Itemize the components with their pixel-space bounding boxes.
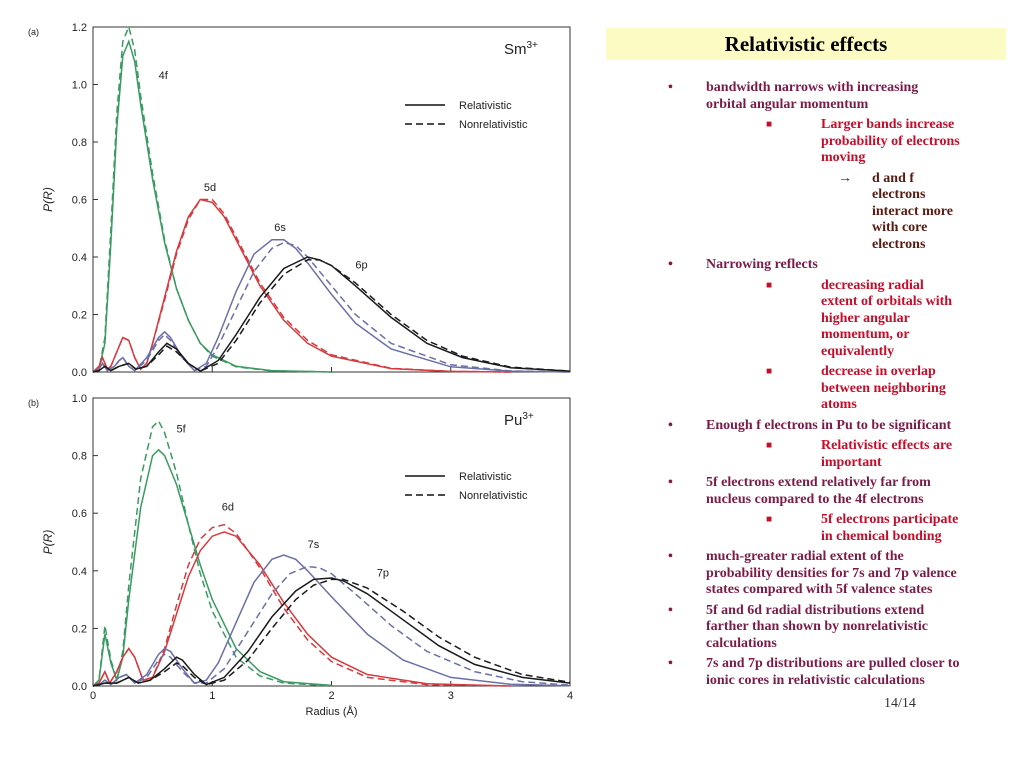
legend-label: Nonrelativistic [459, 119, 528, 131]
series-7p-nonrelativistic-line [92, 578, 571, 687]
square-bullet-icon: ■ [766, 366, 773, 377]
bullet: • 7s and 7p distributions are pulled clos… [660, 656, 960, 689]
y-axis-label: P(R) [41, 187, 55, 212]
sub-bullet-text: 5f electrons participate in chemical bon… [821, 512, 959, 544]
curve-label-6p: 6p [355, 260, 367, 272]
y-tick-label: 1.2 [72, 22, 87, 34]
y-tick-label: 0.0 [72, 681, 87, 693]
series-5f-relativistic-line [92, 448, 332, 687]
arrow-bullet-icon: → [838, 170, 852, 186]
bullet: • Narrowing reflects ■ decreasing radial e… [660, 257, 960, 414]
bullet-text: Enough f electrons in Pu to be significa… [706, 417, 952, 433]
curve-label-6s: 6s [274, 222, 286, 234]
bullet-text: 7s and 7p distributions are pulled close… [706, 656, 960, 688]
y-tick-label: 0.4 [72, 252, 87, 264]
y-axis-label: P(R) [41, 530, 55, 555]
square-bullet-icon: ■ [766, 440, 773, 451]
x-tick-label: 0 [90, 690, 96, 702]
curve-label-7s: 7s [308, 539, 320, 551]
ion-label: Sm3+ [504, 40, 538, 58]
sub-bullet: ■ decrease in overlap between neighboring… [706, 364, 960, 414]
y-tick-label: 1.0 [72, 393, 87, 405]
bullet: • Enough f electrons in Pu to be signific… [660, 418, 960, 472]
bullet-mark: • [668, 549, 673, 564]
series-4f-nonrelativistic-line [92, 24, 332, 373]
y-tick-label: 0.6 [72, 508, 87, 520]
bullet-text: Narrowing reflects [706, 257, 818, 272]
sub-sub-bullet: → d and f electrons interact more with co… [706, 171, 960, 254]
y-tick-label: 0.2 [72, 623, 87, 635]
sub-bullet: ■ 5f electrons participate in chemical bo… [706, 512, 960, 545]
sub-bullet-text: Relativistic effects are important [821, 438, 953, 470]
plot-frame [92, 397, 571, 687]
series-4f-relativistic-line [92, 39, 332, 373]
sub-bullet-text: decreasing radial extent of orbitals wit… [821, 277, 953, 359]
square-bullet-icon: ■ [766, 119, 773, 130]
x-tick-label: 1 [209, 690, 215, 702]
x-tick-label: 3 [448, 690, 454, 702]
x-tick-label: 2 [328, 690, 334, 702]
legend-label: Nonrelativistic [459, 490, 528, 502]
series-7s-relativistic-line [92, 554, 571, 687]
curve-label-7p: 7p [377, 568, 389, 580]
panel-tag: (b) [28, 398, 39, 408]
series-6d-nonrelativistic-line [92, 523, 511, 687]
legend-label: Relativistic [459, 100, 512, 112]
curve-label-5f: 5f [176, 424, 186, 436]
series-6d-relativistic-line [92, 531, 511, 687]
y-tick-label: 0.2 [72, 310, 87, 322]
bullet-mark: • [668, 80, 673, 95]
title-band: Relativistic effects [606, 28, 1006, 60]
bullet-text: 5f and 6d radial distributions extend fa… [706, 602, 928, 651]
chart-svg: 0.0 0.2 0.4 0.6 0.8 1.0 1.2 P(R) (a) Sm3+ Relativi… [28, 22, 573, 718]
y-tick-label: 0.8 [72, 137, 87, 149]
bullet-mark: • [668, 257, 673, 272]
curve-label-6d: 6d [222, 501, 234, 513]
x-axis-label: Radius (Å) [306, 705, 358, 718]
slide-title: Relativistic effects [724, 32, 888, 56]
series-5d-relativistic-line [92, 198, 511, 373]
bullet: • much-greater radial extent of the proba… [660, 549, 960, 599]
ion-label: Pu3+ [504, 411, 534, 429]
sub-bullet: ■ Larger bands increase probability of el… [706, 117, 960, 167]
panel-tag: (a) [28, 27, 39, 37]
bullet-mark: • [668, 417, 673, 433]
bullet-text: much-greater radial extent of the probab… [706, 549, 957, 597]
series-6s-relativistic-line [92, 239, 571, 373]
y-tick-label: 0.6 [72, 195, 87, 207]
bullet: • 5f and 6d radial distributions extend f… [660, 603, 960, 653]
square-bullet-icon: ■ [766, 279, 773, 291]
bullet-mark: • [668, 475, 673, 490]
bullet-text: 5f electrons extend relatively far from … [706, 475, 931, 507]
series-7p-relativistic-line [92, 577, 571, 687]
bullet-mark: • [668, 656, 673, 671]
sub-bullet: ■ decreasing radial extent of orbitals wi… [706, 278, 960, 361]
curve-label-4f: 4f [159, 70, 169, 82]
legend-label: Relativistic [459, 471, 512, 483]
page-number: 14/14 [884, 696, 916, 711]
sub-sub-bullet-text: d and f electrons interact more with cor… [872, 170, 953, 252]
sub-bullet: ■ Relativistic effects are important [706, 438, 960, 471]
bullet-text: bandwidth narrows with increasing orbita… [706, 80, 919, 112]
curve-label-5d: 5d [204, 182, 216, 194]
square-bullet-icon: ■ [766, 514, 773, 525]
y-tick-label: 1.0 [72, 80, 87, 92]
bullet-list: • bandwidth narrows with increasing orbit… [660, 80, 960, 693]
series-6s-nonrelativistic-line [92, 241, 571, 373]
bullet: • bandwidth narrows with increasing orbit… [660, 80, 960, 253]
sub-bullet-text: Larger bands increase probability of ele… [821, 117, 960, 165]
sub-bullet-text: decrease in overlap between neighboring … [821, 364, 946, 412]
y-tick-label: 0.8 [72, 451, 87, 463]
series-6p-relativistic-line [92, 256, 571, 373]
series-5f-nonrelativistic-line [92, 419, 332, 687]
bullet-mark: • [668, 602, 673, 618]
y-tick-label: 0.4 [72, 566, 87, 578]
x-tick-label: 4 [567, 690, 573, 702]
radial-distribution-charts: 0.0 0.2 0.4 0.6 0.8 1.0 1.2 P(R) (a) Sm3+ Relativi… [28, 22, 573, 718]
bullet: • 5f electrons extend relatively far from… [660, 475, 960, 545]
y-tick-label: 0.0 [72, 367, 87, 379]
